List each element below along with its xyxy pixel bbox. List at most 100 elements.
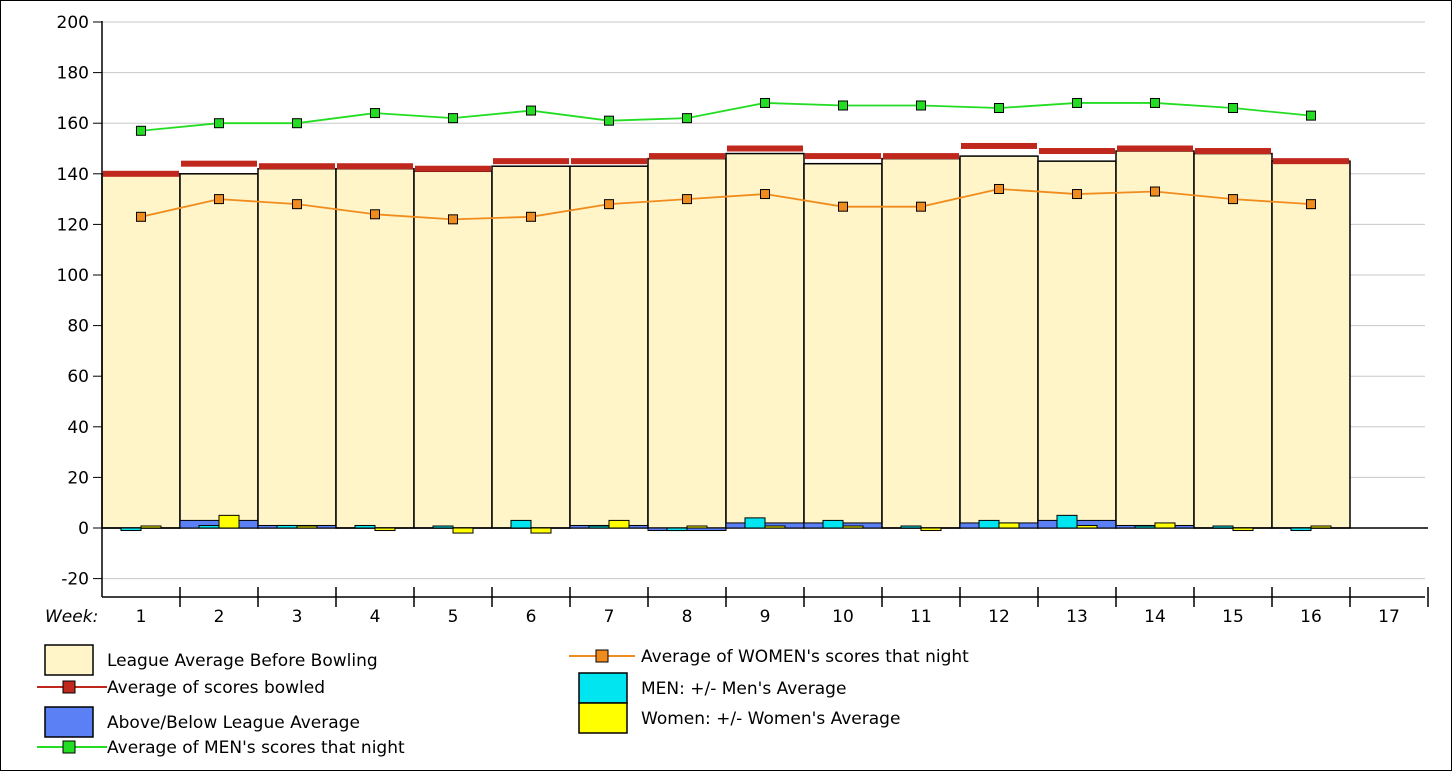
line-marker [292, 199, 302, 210]
bar-men-diff [120, 527, 142, 532]
bar-league-average [959, 155, 1039, 529]
bar-women-diff [452, 527, 474, 534]
x-tick-label: 5 [448, 607, 459, 627]
bar-league-average [413, 170, 493, 529]
level-scores-bowled [1039, 148, 1115, 155]
x-tick-label: 10 [832, 607, 854, 627]
line-marker [1150, 97, 1160, 108]
legend-marker [595, 649, 609, 663]
line-marker [136, 211, 146, 222]
bar-league-average [1037, 160, 1117, 529]
x-tick-label: 8 [682, 607, 693, 627]
level-scores-bowled [103, 170, 179, 177]
level-scores-bowled [571, 158, 647, 165]
bar-men-diff [276, 524, 298, 529]
legend-marker [62, 680, 76, 694]
bar-league-average [725, 152, 805, 529]
line-marker [604, 199, 614, 210]
bar-men-diff [744, 517, 766, 529]
lines [136, 97, 1316, 225]
y-tick-label: -20 [61, 570, 89, 590]
line-marker [604, 115, 614, 126]
x-tick-label: 12 [988, 607, 1010, 627]
bar-women-diff [1310, 525, 1332, 529]
line-marker [838, 201, 848, 212]
bar-women-diff [1232, 527, 1254, 532]
level-scores-bowled [805, 153, 881, 160]
legend-label: Average of WOMEN's scores that night [641, 647, 969, 667]
line-marker [760, 97, 770, 108]
line-marker [1072, 97, 1082, 108]
bar-men-diff [432, 525, 454, 529]
y-tick-label: 20 [67, 468, 89, 488]
bar-league-average [257, 167, 337, 529]
y-tick-label: 180 [57, 64, 89, 84]
level-scores-bowled [337, 163, 413, 170]
line-marker [292, 118, 302, 129]
bar-league-average [101, 173, 181, 529]
bar-men-diff [666, 527, 688, 532]
legend-label: Women: +/- Women's Average [641, 709, 900, 729]
bar-men-diff [354, 524, 376, 529]
line-marker [994, 183, 1004, 194]
level-scores-bowled [883, 153, 959, 160]
x-tick-label: 17 [1378, 607, 1400, 627]
level-scores-bowled [1117, 145, 1193, 152]
legend-label: MEN: +/- Men's Average [641, 679, 846, 699]
bar-women-diff [1154, 522, 1176, 529]
y-tick-label: 60 [67, 367, 89, 387]
line-marker [370, 108, 380, 119]
level-scores-bowled [1195, 148, 1271, 155]
bar-league-average [647, 157, 727, 529]
bar-league-average [881, 157, 961, 529]
line-marker [526, 211, 536, 222]
legend-marker [62, 740, 76, 754]
line-marker [916, 201, 926, 212]
y-tick-label: 40 [67, 418, 89, 438]
bar-women-diff [842, 525, 864, 529]
line-women-scores [140, 188, 1312, 221]
bar-men-diff [822, 519, 844, 529]
line-marker [214, 118, 224, 129]
line-marker [682, 113, 692, 124]
bar-women-diff [608, 519, 630, 529]
level-scores-bowled [727, 145, 803, 152]
line-marker [1228, 194, 1238, 205]
bar-men-diff [198, 524, 220, 529]
bar-men-diff [978, 519, 1000, 529]
legend-label: Average of MEN's scores that night [107, 738, 405, 758]
bar-league-average [491, 165, 571, 529]
line-marker [760, 189, 770, 200]
bar-league-average [803, 162, 883, 529]
line-marker [994, 103, 1004, 114]
legend-label: Above/Below League Average [107, 713, 360, 733]
y-tick-label: 120 [57, 215, 89, 235]
x-tick-label: 7 [604, 607, 615, 627]
x-tick-label: 14 [1144, 607, 1166, 627]
bar-men-diff [1290, 527, 1312, 532]
bar-league-average [569, 165, 649, 529]
line-marker [916, 100, 926, 111]
legend-swatch [578, 672, 628, 704]
bar-men-diff [588, 525, 610, 529]
line-marker [1306, 110, 1316, 121]
bar-women-diff [764, 525, 786, 529]
x-tick-label: 3 [292, 607, 303, 627]
bar-women-diff [920, 527, 942, 532]
legend-label: League Average Before Bowling [107, 651, 378, 671]
legend-label: Average of scores bowled [107, 678, 325, 698]
x-tick-label: 4 [370, 607, 381, 627]
bar-men-diff [510, 519, 532, 529]
x-axis-label: Week: [45, 607, 98, 627]
line-marker [1150, 186, 1160, 197]
bar-league-average [1115, 150, 1195, 529]
legend: League Average Before Bowling Average of … [37, 644, 969, 758]
line-marker [136, 125, 146, 136]
bar-men-diff [1056, 514, 1078, 529]
x-tick-label: 16 [1300, 607, 1322, 627]
y-tick-label: 200 [57, 13, 89, 33]
line-marker [214, 194, 224, 205]
